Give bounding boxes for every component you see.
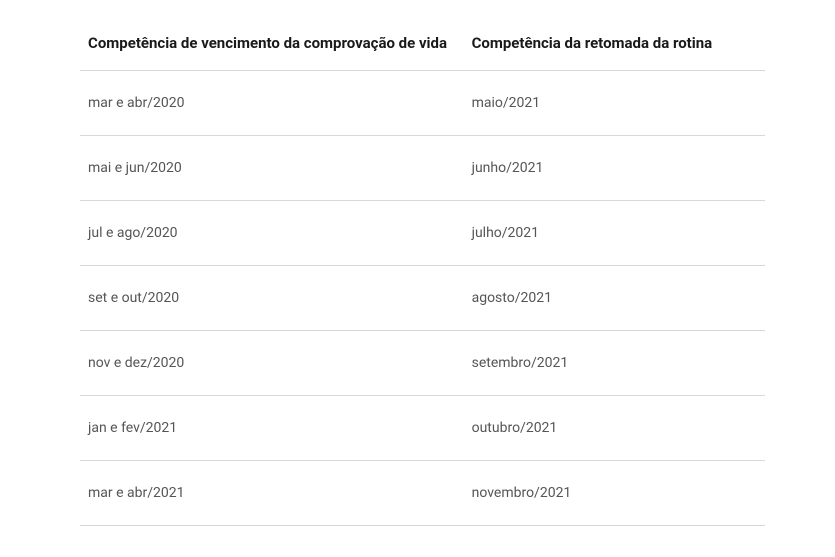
cell-vencimento: mar e abr/2020 (80, 71, 464, 136)
cell-retomada: julho/2021 (464, 201, 765, 266)
cell-vencimento: jul e ago/2020 (80, 201, 464, 266)
cell-vencimento: jan e fev/2021 (80, 396, 464, 461)
table-row: nov e dez/2020 setembro/2021 (80, 331, 765, 396)
cell-retomada: novembro/2021 (464, 461, 765, 526)
column-header-retomada: Competência da retomada da rotina (464, 20, 765, 71)
table-row: jul e ago/2020 julho/2021 (80, 201, 765, 266)
schedule-table: Competência de vencimento da comprovação… (80, 20, 765, 526)
table-row: set e out/2020 agosto/2021 (80, 266, 765, 331)
cell-retomada: setembro/2021 (464, 331, 765, 396)
table-row: mar e abr/2020 maio/2021 (80, 71, 765, 136)
table-container: Competência de vencimento da comprovação… (0, 0, 835, 546)
cell-vencimento: set e out/2020 (80, 266, 464, 331)
cell-retomada: junho/2021 (464, 136, 765, 201)
column-header-vencimento: Competência de vencimento da comprovação… (80, 20, 464, 71)
table-row: jan e fev/2021 outubro/2021 (80, 396, 765, 461)
cell-vencimento: nov e dez/2020 (80, 331, 464, 396)
table-row: mar e abr/2021 novembro/2021 (80, 461, 765, 526)
cell-vencimento: mai e jun/2020 (80, 136, 464, 201)
cell-retomada: outubro/2021 (464, 396, 765, 461)
cell-retomada: agosto/2021 (464, 266, 765, 331)
cell-vencimento: mar e abr/2021 (80, 461, 464, 526)
table-row: mai e jun/2020 junho/2021 (80, 136, 765, 201)
table-header-row: Competência de vencimento da comprovação… (80, 20, 765, 71)
cell-retomada: maio/2021 (464, 71, 765, 136)
